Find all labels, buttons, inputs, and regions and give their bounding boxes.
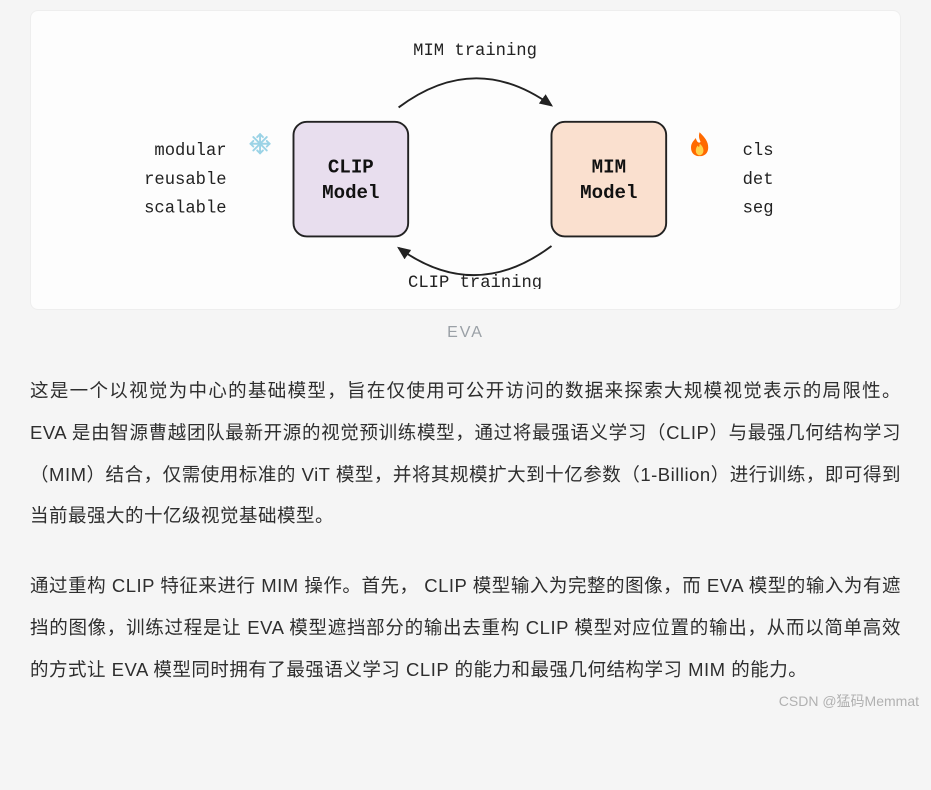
clip-box-label-2: Model bbox=[322, 182, 379, 204]
right-label-0: cls bbox=[743, 142, 774, 161]
diagram-card: MIM training CLIP training CLIP Model MI… bbox=[30, 10, 901, 310]
paragraph-1: 这是一个以视觉为中心的基础模型，旨在仅使用可公开访问的数据来探索大规模视觉表示的… bbox=[30, 370, 901, 537]
fire-icon bbox=[691, 132, 708, 156]
diagram-svg: MIM training CLIP training CLIP Model MI… bbox=[61, 31, 870, 289]
clip-box bbox=[294, 122, 409, 237]
top-arrow bbox=[399, 78, 552, 107]
mim-box bbox=[552, 122, 667, 237]
bottom-arrow bbox=[399, 246, 552, 275]
page: MIM training CLIP training CLIP Model MI… bbox=[0, 0, 931, 721]
mim-box-label-1: MIM bbox=[592, 156, 626, 178]
clip-box-label-1: CLIP bbox=[328, 156, 374, 178]
left-label-2: scalable bbox=[144, 200, 227, 219]
paragraph-2: 通过重构 CLIP 特征来进行 MIM 操作。首先， CLIP 模型输入为完整的… bbox=[30, 565, 901, 690]
left-label-1: reusable bbox=[144, 171, 227, 190]
right-label-1: det bbox=[743, 171, 774, 190]
left-label-0: modular bbox=[154, 142, 226, 161]
right-label-2: seg bbox=[743, 200, 774, 219]
snowflake-icon bbox=[251, 134, 270, 153]
mim-box-label-2: Model bbox=[580, 182, 637, 204]
bottom-arrow-label: CLIP training bbox=[408, 274, 542, 289]
diagram-caption: EVA bbox=[30, 324, 901, 342]
top-arrow-label: MIM training bbox=[413, 42, 537, 61]
